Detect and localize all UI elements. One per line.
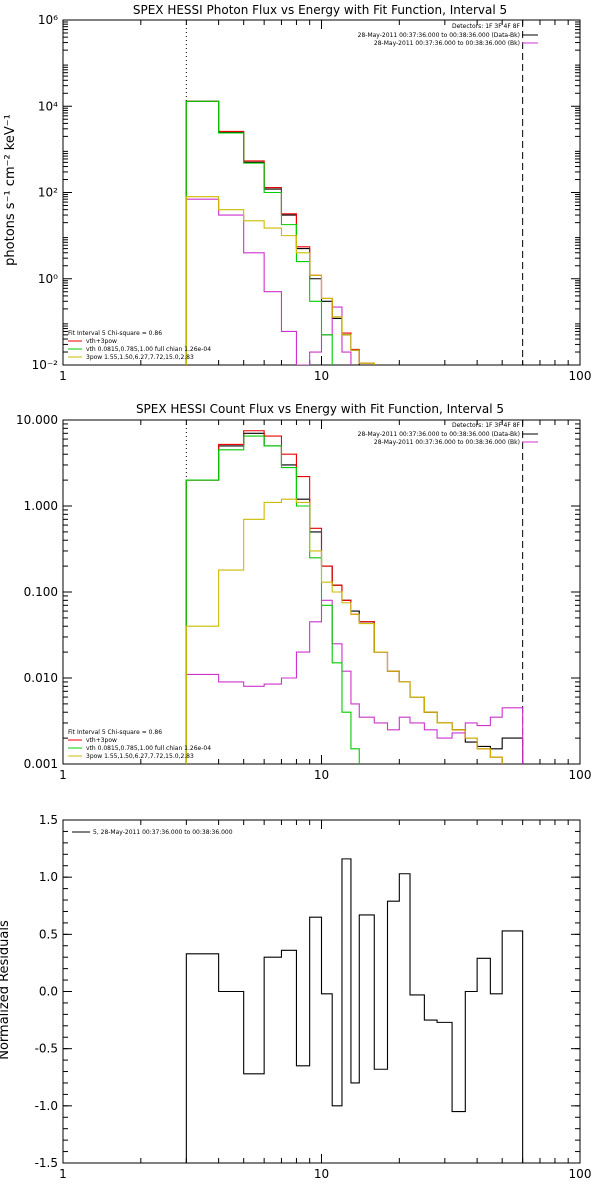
series-group	[185, 430, 524, 764]
y-axis-label: photons s⁻¹ cm⁻² keV⁻¹	[3, 114, 18, 266]
y-tick-label: 10⁴	[38, 99, 58, 113]
y-tick-label: 1.5	[39, 813, 58, 827]
x-tick-label: 10	[314, 768, 329, 782]
plot-area: 1 10 100 -1.5 -1.0 -0.5 0.0 0.5 1.0 1.5	[35, 813, 592, 1181]
legend-header: Detectors: 1F 3F 4F 8F	[452, 422, 521, 429]
y-tick-label: 0.001	[24, 757, 58, 771]
series-group	[185, 858, 524, 1163]
x-tick-label: 1	[59, 369, 67, 383]
y-tick-label: 0.010	[24, 671, 58, 685]
residuals-panel: 1 10 100 -1.5 -1.0 -0.5 0.0 0.5 1.0 1.5 Normalize…	[0, 813, 592, 1181]
chart-title: SPEX HESSI Count Flux vs Energy with Fit…	[136, 402, 504, 416]
legend-entry-bk: 28-May-2011 00:37:36.000 to 00:38:36.000…	[374, 439, 520, 446]
series-vth-3pow	[185, 100, 375, 365]
fit-entry-vth-3pow: vth+3pow	[86, 737, 117, 744]
series-3pow	[185, 196, 375, 365]
legend-entry-residual: 5, 28-May-2011 00:37:36.000 to 00:38:36.…	[93, 829, 233, 836]
photon-flux-panel: SPEX HESSI Photon Flux vs Energy with Fi…	[3, 3, 592, 383]
plot-area: 1 10 100 10⁻² 10⁰ 10² 10⁴ 10⁶	[32, 13, 592, 383]
x-tick-label: 100	[569, 768, 592, 782]
y-tick-label: -1.5	[35, 1156, 58, 1170]
fit-entry-vth-3pow: vth+3pow	[86, 338, 117, 345]
legend-top-right: Detectors: 1F 3F 4F 8F 28-May-2011 00:37…	[358, 23, 538, 47]
series-5-28-may-2011-00-37-36-000-to-00-38-36-000	[185, 858, 524, 1163]
x-tick-label: 100	[569, 1167, 592, 1181]
fit-entry-vth: vth 0.0815,0.785,1.00 full chian 1.26e-0…	[86, 346, 211, 353]
fit-entry-3pow: 3pow 1.55,1.50,6.27,7.72,15.0,2.83	[86, 354, 194, 361]
legend-top-left: 5, 28-May-2011 00:37:36.000 to 00:38:36.…	[72, 829, 233, 836]
legend-header: Detectors: 1F 3F 4F 8F	[452, 23, 521, 30]
x-tick-label: 10	[314, 1167, 329, 1181]
legend-top-right: Detectors: 1F 3F 4F 8F 28-May-2011 00:37…	[358, 422, 538, 446]
series-data-bk	[185, 432, 524, 764]
y-tick-label: 0.5	[39, 927, 58, 941]
y-tick-label: 0.0	[39, 985, 58, 999]
series-group	[185, 100, 375, 365]
y-tick-label: 10⁶	[38, 13, 58, 27]
x-tick-label: 1	[59, 1167, 67, 1181]
fit-legend: Fit Interval 5 Chi-square = 0.86 vth+3po…	[68, 330, 211, 361]
series-vth-3pow	[185, 430, 503, 764]
y-tick-label: 10⁻²	[32, 358, 59, 372]
y-tick-label: 10⁰	[38, 272, 58, 286]
fit-legend: Fit Interval 5 Chi-square = 0.86 vth+3po…	[68, 729, 211, 760]
y-tick-label: -1.0	[35, 1099, 58, 1113]
legend-entry-data-bk: 28-May-2011 00:37:36.000 to 00:38:36.000…	[358, 32, 520, 39]
fit-entry-vth: vth 0.0815,0.785,1.00 full chian 1.26e-0…	[86, 745, 211, 752]
y-tick-label: 1.000	[24, 499, 58, 513]
count-flux-panel: SPEX HESSI Count Flux vs Energy with Fit…	[16, 402, 592, 782]
series-bk	[185, 198, 352, 365]
y-tick-label: 10.000	[16, 413, 58, 427]
y-tick-label: -0.5	[35, 1042, 58, 1056]
fit-legend-header: Fit Interval 5 Chi-square = 0.86	[68, 330, 162, 337]
series-3pow	[185, 498, 503, 764]
x-tick-label: 100	[569, 369, 592, 383]
y-tick-label: 1.0	[39, 870, 58, 884]
series-bk	[185, 599, 524, 764]
legend-entry-bk: 28-May-2011 00:37:36.000 to 00:38:36.000…	[374, 40, 520, 47]
x-tick-label: 1	[59, 768, 67, 782]
plot-area: 1 10 100 0.001 0.010 0.100 1.000 10.000	[16, 413, 592, 782]
fit-entry-3pow: 3pow 1.55,1.50,6.27,7.72,15.0,2.83	[86, 753, 194, 760]
chart-title: SPEX HESSI Photon Flux vs Energy with Fi…	[133, 3, 507, 17]
x-tick-label: 10	[314, 369, 329, 383]
series-data-bk	[185, 100, 375, 365]
legend-entry-data-bk: 28-May-2011 00:37:36.000 to 00:38:36.000…	[358, 431, 520, 438]
y-axis-label: Normalized Residuals	[0, 920, 12, 1060]
y-tick-label: 0.100	[24, 585, 58, 599]
series-vth	[185, 100, 333, 365]
series-vth	[185, 435, 360, 764]
y-tick-label: 10²	[38, 186, 58, 200]
fit-legend-header: Fit Interval 5 Chi-square = 0.86	[68, 729, 162, 736]
